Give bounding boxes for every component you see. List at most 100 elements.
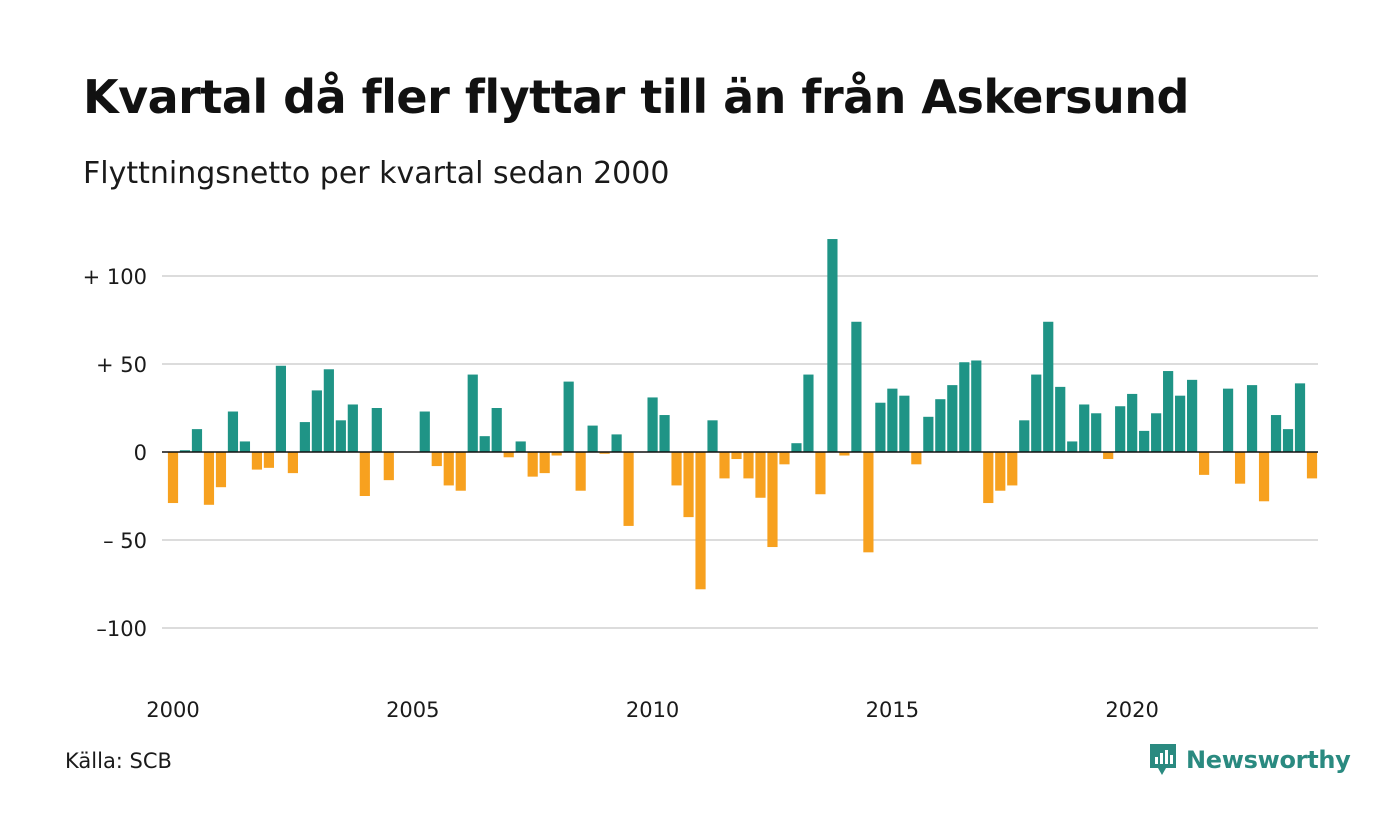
- bar: [1067, 441, 1078, 452]
- brand-name: Newsworthy: [1186, 746, 1351, 774]
- bar: [347, 404, 358, 452]
- bar: [287, 452, 298, 474]
- bar: [779, 452, 790, 465]
- bar: [755, 452, 766, 498]
- bar: [1043, 321, 1054, 452]
- bar: [443, 452, 454, 486]
- bar: [1019, 420, 1030, 452]
- source-note: Källa: SCB: [65, 749, 172, 773]
- y-tick-label: + 50: [96, 353, 147, 377]
- bar: [983, 452, 994, 504]
- bar: [1294, 383, 1306, 452]
- y-tick-label: –100: [96, 617, 147, 641]
- bar: [1234, 452, 1246, 484]
- bar: [1258, 452, 1270, 502]
- x-tick-label: 2005: [386, 698, 439, 722]
- bar: [1270, 415, 1282, 452]
- bar: [875, 402, 886, 452]
- bar: [179, 450, 191, 452]
- bar: [1246, 385, 1258, 452]
- x-tick-label: 2000: [146, 698, 199, 722]
- bar: [815, 452, 826, 495]
- bar: [599, 452, 610, 454]
- bar: [383, 452, 394, 481]
- bar: [935, 399, 946, 452]
- bar: [659, 415, 670, 452]
- bar: [479, 436, 490, 452]
- bar: [1007, 452, 1018, 486]
- bar: [527, 452, 538, 477]
- bar: [191, 429, 203, 452]
- bars: [167, 239, 1318, 590]
- y-tick-label: – 50: [103, 529, 147, 553]
- bar: [623, 452, 634, 526]
- chart-subtitle: Flyttningsnetto per kvartal sedan 2000: [83, 156, 670, 191]
- bar: [947, 385, 958, 452]
- bar: [323, 369, 334, 452]
- bar: [695, 452, 706, 590]
- bar: [671, 452, 682, 486]
- bar: [1282, 429, 1294, 452]
- bar: [1306, 452, 1318, 479]
- bar: [707, 420, 718, 452]
- bar: [371, 408, 382, 452]
- bar: [227, 411, 239, 452]
- bar: [923, 416, 934, 452]
- bar: [551, 452, 562, 456]
- bar: [587, 425, 598, 452]
- bar: [167, 452, 179, 504]
- x-tick-label: 2010: [626, 698, 679, 722]
- bar: [1151, 413, 1162, 452]
- bar: [803, 374, 814, 452]
- bar: [431, 452, 442, 467]
- bar: [539, 452, 550, 474]
- bar: [731, 452, 742, 460]
- bar: [887, 388, 898, 452]
- bar: [1091, 413, 1102, 452]
- bar: [959, 362, 970, 452]
- bar: [719, 452, 730, 479]
- bar: [1103, 452, 1114, 460]
- bar: [743, 452, 754, 479]
- bar: [683, 452, 694, 518]
- axes: + 100 + 50 0 – 50 –100 2000 2005 2010 2015 2020: [83, 265, 1318, 722]
- y-tick-label: 0: [134, 441, 147, 465]
- bar: [311, 390, 322, 452]
- bar: [239, 441, 251, 452]
- y-tick-label: + 100: [83, 265, 147, 289]
- x-tick-label: 2020: [1105, 698, 1158, 722]
- bar: [1139, 430, 1150, 452]
- bar: [251, 452, 263, 470]
- bar: [1115, 406, 1126, 452]
- bar: [839, 452, 850, 456]
- bar: [971, 360, 982, 452]
- bar: [299, 422, 310, 452]
- bar: [335, 420, 346, 452]
- bar: [515, 441, 526, 452]
- bar: [827, 239, 838, 452]
- bar: [791, 443, 802, 452]
- bar: [1187, 379, 1198, 452]
- bar: [275, 365, 286, 452]
- bar: [611, 434, 622, 452]
- bar: [1055, 386, 1066, 452]
- bar: [899, 395, 910, 452]
- bar: [455, 452, 466, 491]
- bar: [851, 321, 862, 452]
- bar: [1175, 395, 1186, 452]
- bar: [467, 374, 478, 452]
- newsworthy-logo-icon: [1150, 744, 1176, 775]
- newsworthy-logo[interactable]: Newsworthy: [1148, 742, 1351, 778]
- bar: [995, 452, 1006, 491]
- bar: [1079, 404, 1090, 452]
- bar: [575, 452, 586, 491]
- bar: [1199, 452, 1210, 475]
- bar: [503, 452, 514, 458]
- bar: [1163, 371, 1174, 452]
- bar: [1127, 393, 1138, 452]
- chart-title: Kvartal då fler flyttar till än från Ask…: [83, 70, 1189, 124]
- bar: [203, 452, 215, 505]
- bar: [911, 452, 922, 465]
- bar: [1031, 374, 1042, 452]
